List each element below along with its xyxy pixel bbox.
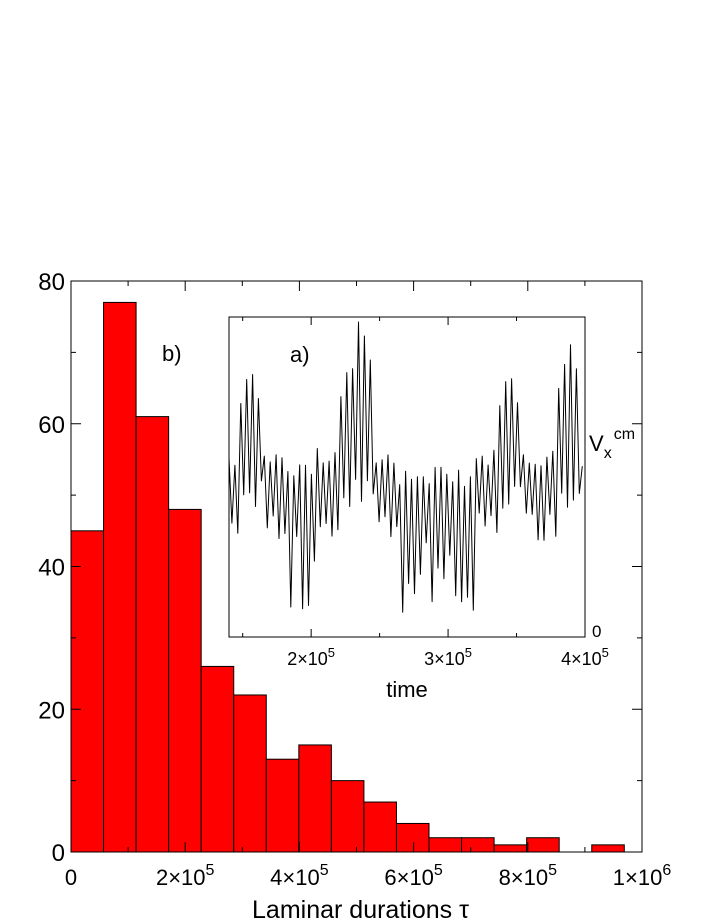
x-tick-label: 1×106 (613, 862, 672, 890)
panel-label-b: b) (162, 341, 182, 366)
histogram-bars (70, 301, 625, 853)
x-tick-label: 0 (65, 865, 77, 890)
panel-label-a: a) (290, 342, 310, 367)
inset-frame (228, 316, 586, 638)
histogram-bar (265, 758, 300, 853)
inset-y-axis-title: Vxcm (589, 426, 635, 462)
y-tick-label: 60 (38, 412, 65, 439)
histogram-bar (526, 837, 560, 853)
inset-x-axis-title: time (386, 677, 428, 702)
y-tick-label: 40 (38, 555, 65, 582)
histogram-bar (168, 508, 202, 853)
x-tick-label: 8×105 (499, 862, 558, 890)
histogram-bar (200, 665, 235, 853)
histogram-bar (233, 694, 267, 853)
histogram-bar (363, 801, 397, 853)
histogram-bar (330, 780, 365, 853)
x-tick-label: 2×105 (156, 862, 215, 890)
histogram-panel: 0 20 40 60 80 0 2×105 4×105 6×105 8×105 1×106 b) L… (38, 269, 671, 924)
histogram-bar (461, 837, 495, 853)
inset-ylabel-main: V (589, 431, 604, 456)
inset-series-line (228, 321, 583, 613)
histogram-bar (70, 530, 105, 853)
inset-ticks: 2×105 3×105 4×105 (242, 317, 609, 669)
histogram-ticks: 0 20 40 60 80 0 2×105 4×105 6×105 8×105 1×106 (38, 269, 671, 890)
histogram-bar (298, 744, 332, 853)
histogram-bar (428, 837, 463, 853)
histogram-bar (591, 844, 625, 853)
inset-x-tick-label: 2×105 (287, 645, 335, 669)
y-tick-label: 0 (52, 840, 65, 867)
x-axis-title: Laminar durations τ (252, 896, 469, 924)
inset-ylabel-sub: x (604, 445, 612, 462)
y-tick-label: 80 (38, 269, 65, 296)
inset-ylabel-sup: cm (614, 426, 635, 443)
inset-y-tick-label: 0 (592, 622, 601, 641)
histogram-bar (395, 822, 430, 853)
x-tick-label: 4×105 (270, 862, 329, 890)
x-tick-label: 6×105 (384, 862, 443, 890)
inset-x-tick-label: 4×105 (561, 645, 609, 669)
inset-x-tick-label: 3×105 (424, 645, 472, 669)
histogram-bar (493, 844, 528, 853)
y-tick-label: 20 (38, 697, 65, 724)
inset-panel: 2×105 3×105 4×105 a) time Vxcm 0 (228, 316, 635, 702)
histogram-bar (103, 301, 137, 853)
histogram-bar (135, 416, 170, 853)
